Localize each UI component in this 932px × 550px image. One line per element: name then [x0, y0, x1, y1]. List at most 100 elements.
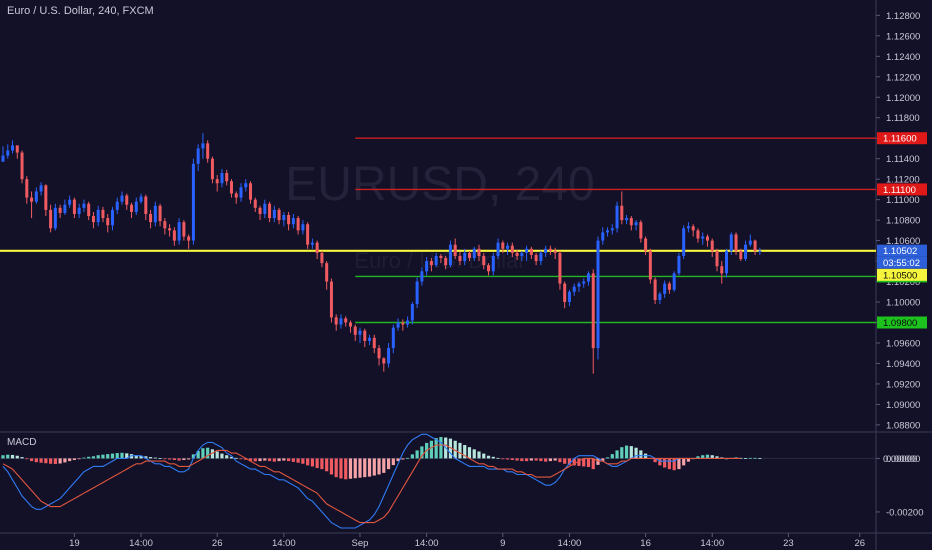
- macd-histogram-bar: [567, 458, 572, 465]
- macd-histogram-bar: [110, 453, 115, 459]
- candle-body: [301, 224, 305, 231]
- macd-histogram-bar: [582, 458, 586, 467]
- candle-body: [582, 281, 586, 284]
- price-tick-label: 1.09200: [886, 379, 920, 390]
- macd-histogram-bar: [277, 458, 281, 462]
- candle-body: [158, 205, 162, 222]
- macd-histogram-bar: [239, 458, 243, 460]
- candle-body: [672, 273, 676, 290]
- macd-histogram-bar: [120, 452, 124, 459]
- macd-histogram-bar: [739, 457, 743, 459]
- candle-body: [529, 248, 533, 255]
- macd-histogram-bar: [39, 458, 43, 463]
- candle-body: [444, 258, 448, 266]
- candle-body: [701, 236, 705, 239]
- candle-body: [201, 143, 205, 149]
- candle-body: [577, 283, 581, 287]
- candle-body: [329, 281, 333, 318]
- candle-body: [463, 252, 467, 262]
- candle-body: [615, 205, 619, 229]
- macd-label: MACD: [7, 437, 37, 448]
- macd-histogram-bar: [187, 458, 191, 460]
- candle-body: [591, 273, 595, 349]
- macd-histogram-bar: [482, 453, 486, 459]
- candle-body: [234, 193, 238, 198]
- candle-body: [229, 181, 233, 194]
- candle-body: [734, 234, 738, 251]
- candle-body: [539, 252, 543, 262]
- macd-histogram-bar: [505, 458, 510, 460]
- candle-body: [496, 242, 500, 256]
- macd-histogram-bar: [272, 458, 276, 462]
- candle-body: [6, 150, 10, 156]
- macd-histogram-bar: [306, 458, 310, 466]
- macd-histogram-bar: [134, 455, 138, 459]
- candle-body: [682, 228, 686, 256]
- macd-histogram-bar: [15, 455, 19, 459]
- candle-body: [191, 163, 195, 241]
- macd-histogram-bar: [229, 456, 234, 459]
- candle-body: [63, 204, 67, 213]
- macd-histogram-bar: [139, 455, 143, 459]
- macd-histogram-bar: [6, 454, 10, 459]
- candle-body: [372, 337, 376, 349]
- macd-histogram-bar: [201, 448, 205, 459]
- macd-histogram-bar: [225, 455, 229, 459]
- candle-body: [520, 252, 524, 256]
- level-label-resistance-bg: [877, 183, 927, 196]
- macd-histogram-bar: [363, 458, 367, 478]
- macd-histogram-bar: [439, 437, 443, 459]
- price-tick-label: 1.09400: [886, 359, 920, 370]
- candle-body: [625, 218, 629, 221]
- macd-histogram-bar: [615, 450, 619, 459]
- candle-body: [467, 252, 471, 258]
- candle-body: [629, 218, 633, 226]
- macd-histogram-bar: [315, 458, 319, 469]
- macd-histogram-bar: [491, 456, 495, 459]
- candle-body: [296, 218, 300, 231]
- candle-body: [20, 152, 24, 180]
- candle-body: [634, 222, 638, 226]
- candle-body: [101, 209, 105, 219]
- macd-series-macd: [2, 433, 741, 529]
- candle-body: [705, 236, 709, 241]
- macd-histogram-bar: [25, 458, 29, 460]
- macd-histogram-bar: [672, 458, 676, 471]
- macd-histogram-bar: [68, 458, 72, 462]
- macd-histogram-bar: [101, 454, 105, 459]
- time-tick-label: 14:00: [129, 538, 153, 549]
- macd-histogram-bar: [244, 458, 248, 460]
- macd-histogram-bar: [334, 458, 338, 478]
- macd-histogram-bar: [348, 458, 353, 479]
- macd-histogram-bar: [539, 458, 543, 462]
- candle-body: [506, 245, 510, 249]
- candle-body: [482, 255, 486, 266]
- candle-body: [282, 215, 286, 221]
- candle-body: [168, 228, 172, 231]
- time-tick-label: 14:00: [272, 538, 296, 549]
- candle-body: [106, 218, 110, 226]
- candle-body: [325, 263, 329, 282]
- candle-body: [11, 145, 15, 151]
- macd-histogram-bar: [591, 458, 595, 470]
- macd-histogram-bar: [434, 438, 438, 459]
- candle-body: [534, 254, 538, 262]
- candle-body: [210, 158, 214, 180]
- macd-histogram-bar: [548, 458, 552, 462]
- candle-body: [544, 248, 548, 253]
- macd-histogram-bar: [34, 458, 38, 463]
- price-tick-label: 1.10600: [886, 236, 920, 247]
- macd-histogram-bar: [653, 458, 657, 463]
- macd-histogram-bar: [263, 458, 267, 461]
- macd-histogram-bar: [420, 446, 424, 459]
- macd-histogram-bar: [520, 458, 524, 462]
- macd-histogram-bar: [753, 457, 757, 459]
- candle-body: [77, 207, 81, 214]
- macd-histogram-bar: [715, 456, 719, 459]
- candle-body: [420, 271, 424, 282]
- price-tick-label: 1.09000: [886, 400, 920, 411]
- macd-histogram-bar: [386, 458, 391, 470]
- chart-title: Euro / U.S. Dollar, 240, FXCM: [7, 5, 154, 17]
- macd-histogram-bar: [115, 453, 119, 459]
